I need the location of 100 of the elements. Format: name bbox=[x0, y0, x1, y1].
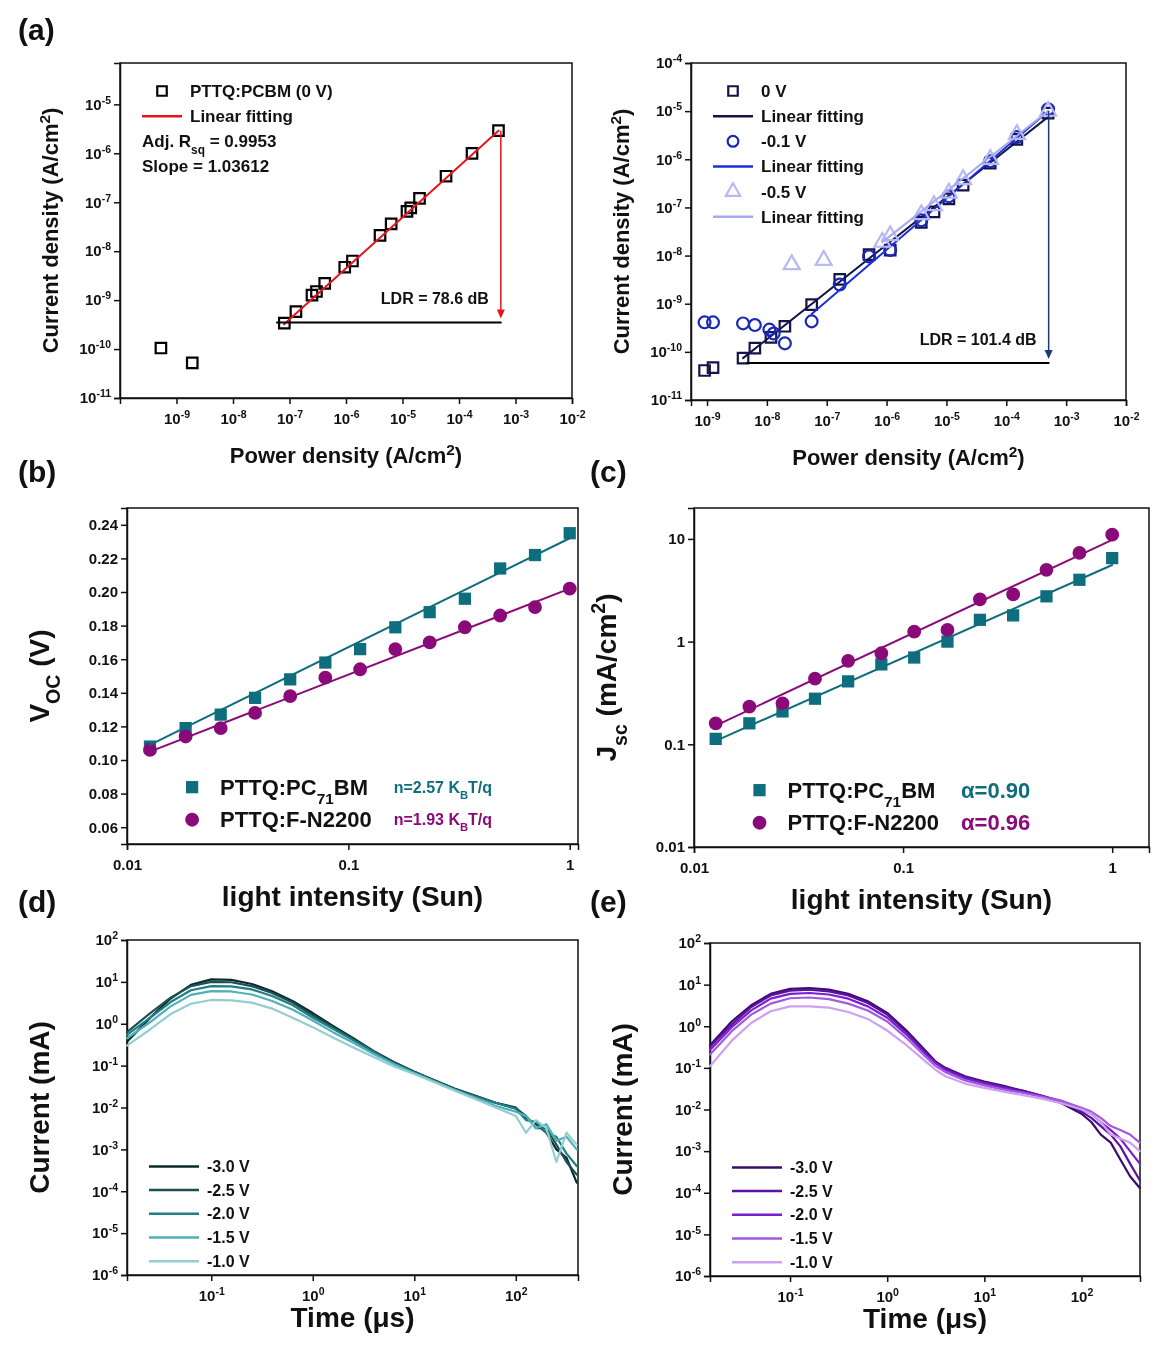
y-tick-label: 10$^{-9}$ bbox=[84, 289, 112, 309]
y-tick-label: 10$^{-6}$ bbox=[674, 1265, 702, 1285]
point bbox=[1105, 527, 1120, 542]
legend-label: Linear fitting bbox=[761, 207, 864, 227]
point bbox=[940, 623, 955, 637]
y-tick-label: 0.24 bbox=[88, 516, 119, 534]
legend-label: -2.0 V bbox=[790, 1206, 834, 1224]
legend-label: PTTQ:PC$_{71}$BM bbox=[787, 777, 936, 810]
y-tick-label: 1 bbox=[676, 632, 685, 650]
y-tick-label: 10$^{2}$ bbox=[95, 929, 119, 949]
y-tick-label: 10 bbox=[668, 530, 685, 548]
x-tick-label: 0.1 bbox=[338, 855, 360, 873]
y-tick-label: 10$^{-5}$ bbox=[91, 1222, 119, 1242]
x-tick-label: 10$^{-4}$ bbox=[993, 409, 1020, 429]
chart-title: (b) bbox=[18, 455, 57, 488]
x-tick-label: 10$^{0}$ bbox=[301, 1284, 325, 1304]
legend-label: PTTQ:PC$_{71}$BM bbox=[220, 774, 369, 807]
point bbox=[388, 642, 403, 657]
y-tick-label: 10$^{-2}$ bbox=[91, 1096, 119, 1116]
legend-label: -0.5 V bbox=[761, 182, 808, 202]
annotation: Adj. R$_{sq}$ = 0.9953 bbox=[142, 132, 277, 158]
x-tick-label: 10$^{1}$ bbox=[973, 1285, 997, 1305]
legend-label: Linear fitting bbox=[761, 107, 864, 127]
y-tick-label: 10$^{0}$ bbox=[678, 1015, 702, 1035]
chart-title: (e) bbox=[590, 885, 627, 918]
y-tick-label: 10$^{1}$ bbox=[678, 973, 702, 993]
y-tick-label: 10$^{-10}$ bbox=[79, 338, 112, 358]
x-tick-label: 10$^{2}$ bbox=[505, 1284, 528, 1304]
legend-label: -2.5 V bbox=[207, 1181, 251, 1199]
x-tick-label: 10$^{-9}$ bbox=[694, 409, 721, 429]
x-axis-title: Time (μs) bbox=[863, 1303, 987, 1334]
y-tick-label: 10$^{-5}$ bbox=[674, 1223, 702, 1243]
x-tick-label: 10$^{-8}$ bbox=[754, 409, 781, 429]
y-tick-label: 10$^{-3}$ bbox=[91, 1138, 119, 1158]
y-tick-label: 10$^{-5}$ bbox=[84, 93, 112, 113]
x-tick-label: 0.01 bbox=[112, 855, 143, 873]
y-tick-label: 10$^{-4}$ bbox=[674, 1182, 702, 1202]
y-tick-label: 0.12 bbox=[88, 717, 118, 735]
chart-title: (a) bbox=[18, 13, 55, 46]
x-tick-label: 1 bbox=[566, 855, 575, 873]
annotation: α=0.90 bbox=[961, 777, 1031, 803]
y-tick-label: 0.1 bbox=[664, 735, 685, 753]
y-tick-label: 10$^{-7}$ bbox=[84, 191, 112, 211]
x-axis-title: light intensity (Sun) bbox=[790, 884, 1053, 915]
x-tick-label: 0.1 bbox=[893, 858, 915, 876]
point bbox=[1006, 587, 1021, 602]
annotation: LDR = 78.6 dB bbox=[380, 290, 489, 308]
point bbox=[1106, 552, 1119, 565]
y-tick-label: 10$^{-5}$ bbox=[655, 100, 683, 120]
x-tick-label: 10$^{-8}$ bbox=[220, 407, 247, 427]
legend-label: Linear fitting bbox=[761, 157, 864, 177]
y-tick-label: 10$^{-10}$ bbox=[650, 341, 683, 361]
y-tick-label: 10$^{1}$ bbox=[95, 971, 119, 991]
y-tick-label: 10$^{0}$ bbox=[95, 1013, 119, 1033]
y-tick-label: 10$^{-6}$ bbox=[91, 1264, 119, 1284]
point bbox=[775, 696, 790, 711]
y-tick-label: 10$^{-2}$ bbox=[674, 1098, 702, 1118]
annotation: Slope = 1.03612 bbox=[142, 157, 270, 177]
y-tick-label: 0.14 bbox=[88, 684, 119, 702]
legend-label: -1.5 V bbox=[207, 1229, 251, 1247]
legend-label: -0.1 V bbox=[761, 132, 808, 152]
point bbox=[1007, 609, 1020, 622]
y-tick-label: 10$^{-3}$ bbox=[674, 1140, 702, 1160]
legend-label: PTTQ:F-N2200 bbox=[787, 810, 940, 836]
annotation: n=1.93 K$_{B}$T/q bbox=[393, 811, 493, 834]
x-tick-label: 10$^{-3}$ bbox=[502, 407, 530, 427]
x-tick-label: 1 bbox=[1108, 858, 1117, 876]
x-tick-label: 10$^{-6}$ bbox=[874, 409, 901, 429]
legend-label: PTTQ:F-N2200 bbox=[220, 807, 372, 833]
legend-label: -3.0 V bbox=[790, 1159, 834, 1177]
y-tick-label: 0.01 bbox=[655, 838, 685, 856]
x-tick-label: 10$^{-7}$ bbox=[814, 409, 841, 429]
y-tick-label: 0.16 bbox=[88, 650, 118, 668]
x-tick-label: 10$^{0}$ bbox=[876, 1285, 900, 1305]
y-axis-title: Current (mA) bbox=[607, 1023, 638, 1196]
legend-label: 0 V bbox=[761, 81, 788, 101]
legend-label: Linear fitting bbox=[190, 107, 293, 127]
chart-title: (d) bbox=[18, 885, 57, 918]
x-axis-title: Power density (A/cm$^{2}$) bbox=[792, 442, 1025, 470]
annotation: α=0.96 bbox=[961, 810, 1031, 836]
x-tick-label: 10$^{-2}$ bbox=[559, 407, 586, 427]
x-tick-label: 10$^{2}$ bbox=[1070, 1285, 1094, 1305]
annotation: n=2.57 K$_{B}$T/q bbox=[393, 778, 493, 801]
legend-label: -2.5 V bbox=[790, 1182, 834, 1200]
x-tick-label: 10$^{-9}$ bbox=[163, 407, 191, 427]
y-tick-label: 10$^{-11}$ bbox=[650, 389, 683, 409]
y-tick-label: 10$^{-4}$ bbox=[655, 52, 683, 72]
y-tick-label: 10$^{-8}$ bbox=[655, 244, 683, 264]
legend-label: -1.0 V bbox=[207, 1252, 251, 1270]
y-tick-label: 10$^{2}$ bbox=[678, 932, 702, 952]
x-tick-label: 10$^{-5}$ bbox=[389, 407, 417, 427]
y-tick-label: 10$^{-8}$ bbox=[84, 240, 112, 260]
y-tick-label: 10$^{-6}$ bbox=[655, 148, 683, 168]
x-tick-label: 10$^{-7}$ bbox=[276, 407, 304, 427]
legend-label: PTTQ:PCBM (0 V) bbox=[190, 81, 333, 101]
point bbox=[563, 527, 576, 540]
x-tick-label: 10$^{-1}$ bbox=[198, 1284, 225, 1304]
y-tick-label: 0.18 bbox=[88, 616, 118, 634]
y-axis-title: Current (mA) bbox=[24, 1021, 55, 1194]
y-tick-label: 10$^{-1}$ bbox=[674, 1057, 702, 1077]
